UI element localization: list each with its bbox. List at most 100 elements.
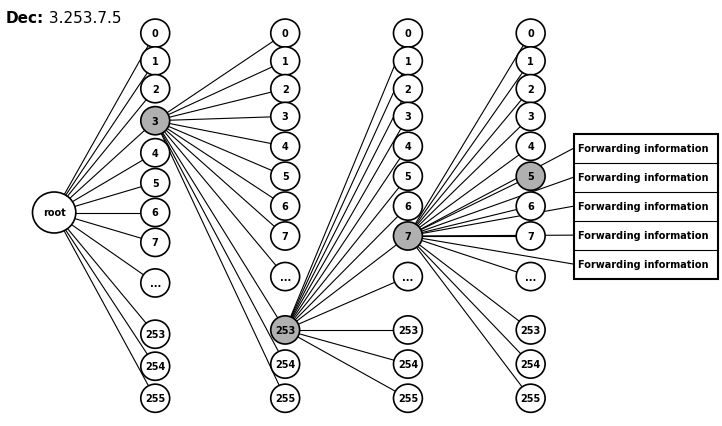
Ellipse shape (271, 350, 300, 378)
Text: 0: 0 (282, 29, 289, 39)
Text: 3: 3 (282, 112, 289, 122)
Text: 5: 5 (404, 172, 412, 182)
Text: 4: 4 (152, 148, 159, 158)
Text: 4: 4 (404, 142, 412, 152)
Ellipse shape (393, 20, 422, 48)
Ellipse shape (516, 316, 545, 344)
Text: 254: 254 (521, 359, 541, 369)
Text: 5: 5 (527, 172, 534, 182)
Ellipse shape (393, 163, 422, 191)
Text: Forwarding information: Forwarding information (578, 201, 709, 212)
Text: Forwarding information: Forwarding information (578, 144, 709, 154)
Ellipse shape (141, 384, 170, 412)
Text: 0: 0 (404, 29, 412, 39)
Text: Forwarding information: Forwarding information (578, 230, 709, 241)
Ellipse shape (393, 48, 422, 76)
Ellipse shape (141, 139, 170, 167)
Ellipse shape (516, 193, 545, 221)
Ellipse shape (271, 133, 300, 161)
Text: 2: 2 (527, 84, 534, 95)
Ellipse shape (516, 20, 545, 48)
Text: ...: ... (402, 272, 414, 282)
Ellipse shape (516, 263, 545, 291)
Text: 253: 253 (521, 325, 541, 335)
Text: 6: 6 (282, 201, 289, 212)
Ellipse shape (141, 352, 170, 380)
Text: 5: 5 (152, 178, 159, 188)
Text: 255: 255 (145, 393, 165, 403)
Ellipse shape (271, 222, 300, 250)
Text: 3: 3 (404, 112, 412, 122)
Ellipse shape (141, 229, 170, 257)
Text: ...: ... (525, 272, 536, 282)
Text: root: root (43, 208, 66, 218)
Text: 5: 5 (282, 172, 289, 182)
Text: 1: 1 (404, 57, 412, 67)
Ellipse shape (141, 199, 170, 227)
Text: 254: 254 (398, 359, 418, 369)
Ellipse shape (393, 263, 422, 291)
Ellipse shape (271, 263, 300, 291)
Ellipse shape (516, 48, 545, 76)
Ellipse shape (271, 163, 300, 191)
Text: 6: 6 (527, 201, 534, 212)
Text: 1: 1 (527, 57, 534, 67)
Text: 3: 3 (152, 116, 159, 127)
Ellipse shape (271, 20, 300, 48)
Ellipse shape (516, 163, 545, 191)
Text: 2: 2 (152, 84, 159, 95)
Text: ...: ... (279, 272, 291, 282)
Ellipse shape (32, 193, 76, 233)
Text: Forwarding information: Forwarding information (578, 173, 709, 183)
Text: ...: ... (149, 278, 161, 288)
Text: 253: 253 (275, 325, 295, 335)
Text: 6: 6 (152, 208, 159, 218)
Text: 7: 7 (152, 238, 159, 248)
Text: 2: 2 (282, 84, 289, 95)
Text: Dec:: Dec: (6, 11, 44, 26)
Bar (574, 134, 718, 279)
Ellipse shape (393, 133, 422, 161)
Text: 1: 1 (152, 57, 159, 67)
Text: 255: 255 (521, 393, 541, 403)
Ellipse shape (141, 20, 170, 48)
Ellipse shape (141, 107, 170, 135)
Ellipse shape (516, 133, 545, 161)
Ellipse shape (516, 75, 545, 104)
Ellipse shape (516, 103, 545, 131)
Text: 7: 7 (404, 231, 412, 242)
Text: 254: 254 (275, 359, 295, 369)
Text: 3.253.7.5: 3.253.7.5 (44, 11, 121, 26)
Ellipse shape (141, 75, 170, 104)
Text: 7: 7 (527, 231, 534, 242)
Text: 1: 1 (282, 57, 289, 67)
Ellipse shape (393, 316, 422, 344)
Ellipse shape (393, 222, 422, 250)
Ellipse shape (516, 222, 545, 250)
Text: 253: 253 (145, 329, 165, 340)
Ellipse shape (516, 384, 545, 412)
Ellipse shape (516, 350, 545, 378)
Ellipse shape (141, 269, 170, 297)
Ellipse shape (271, 316, 300, 344)
Ellipse shape (393, 384, 422, 412)
Ellipse shape (141, 48, 170, 76)
Text: 6: 6 (404, 201, 412, 212)
Ellipse shape (271, 384, 300, 412)
Text: 7: 7 (282, 231, 289, 242)
Ellipse shape (393, 103, 422, 131)
Ellipse shape (141, 320, 170, 348)
Ellipse shape (393, 193, 422, 221)
Text: 254: 254 (145, 361, 165, 371)
Text: Forwarding information: Forwarding information (578, 259, 709, 270)
Text: 2: 2 (404, 84, 412, 95)
Text: 255: 255 (275, 393, 295, 403)
Ellipse shape (271, 75, 300, 104)
Text: 4: 4 (527, 142, 534, 152)
Text: 253: 253 (398, 325, 418, 335)
Text: 0: 0 (152, 29, 159, 39)
Ellipse shape (393, 75, 422, 104)
Text: 3: 3 (527, 112, 534, 122)
Text: 255: 255 (398, 393, 418, 403)
Ellipse shape (141, 169, 170, 197)
